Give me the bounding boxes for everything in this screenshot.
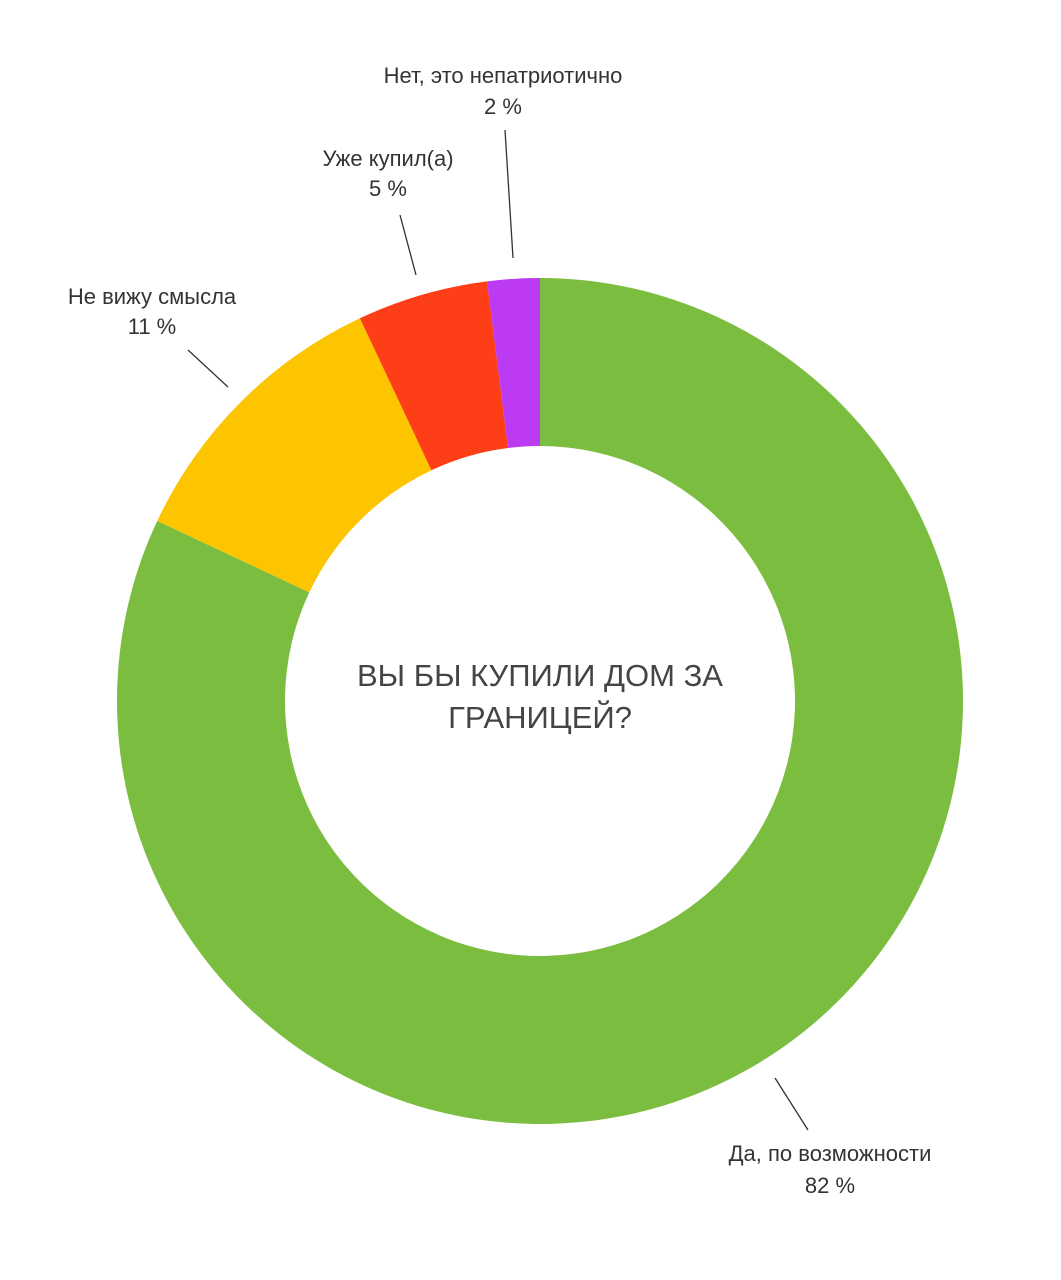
- value-label: 2 %: [484, 94, 522, 119]
- value-label: 82 %: [805, 1173, 855, 1198]
- slice-label: Нет, это непатриотично: [384, 63, 623, 88]
- slice-label: Уже купил(а): [322, 146, 453, 171]
- chart-title: ВЫ БЫ КУПИЛИ ДОМ ЗА ГРАНИЦЕЙ?: [357, 658, 723, 735]
- leader-line: [187, 349, 229, 388]
- slice: [117, 278, 963, 1124]
- slice: [486, 278, 540, 449]
- slice: [359, 281, 509, 471]
- slice: [157, 318, 432, 593]
- leader-line: [399, 214, 417, 276]
- leader-line: [774, 1077, 809, 1131]
- leader-line: [504, 129, 514, 259]
- slice-label: Да, по возможности: [729, 1141, 932, 1166]
- slice-label: Не вижу смысла: [68, 284, 237, 309]
- value-label: 5 %: [369, 176, 407, 201]
- value-label: 11 %: [128, 314, 177, 339]
